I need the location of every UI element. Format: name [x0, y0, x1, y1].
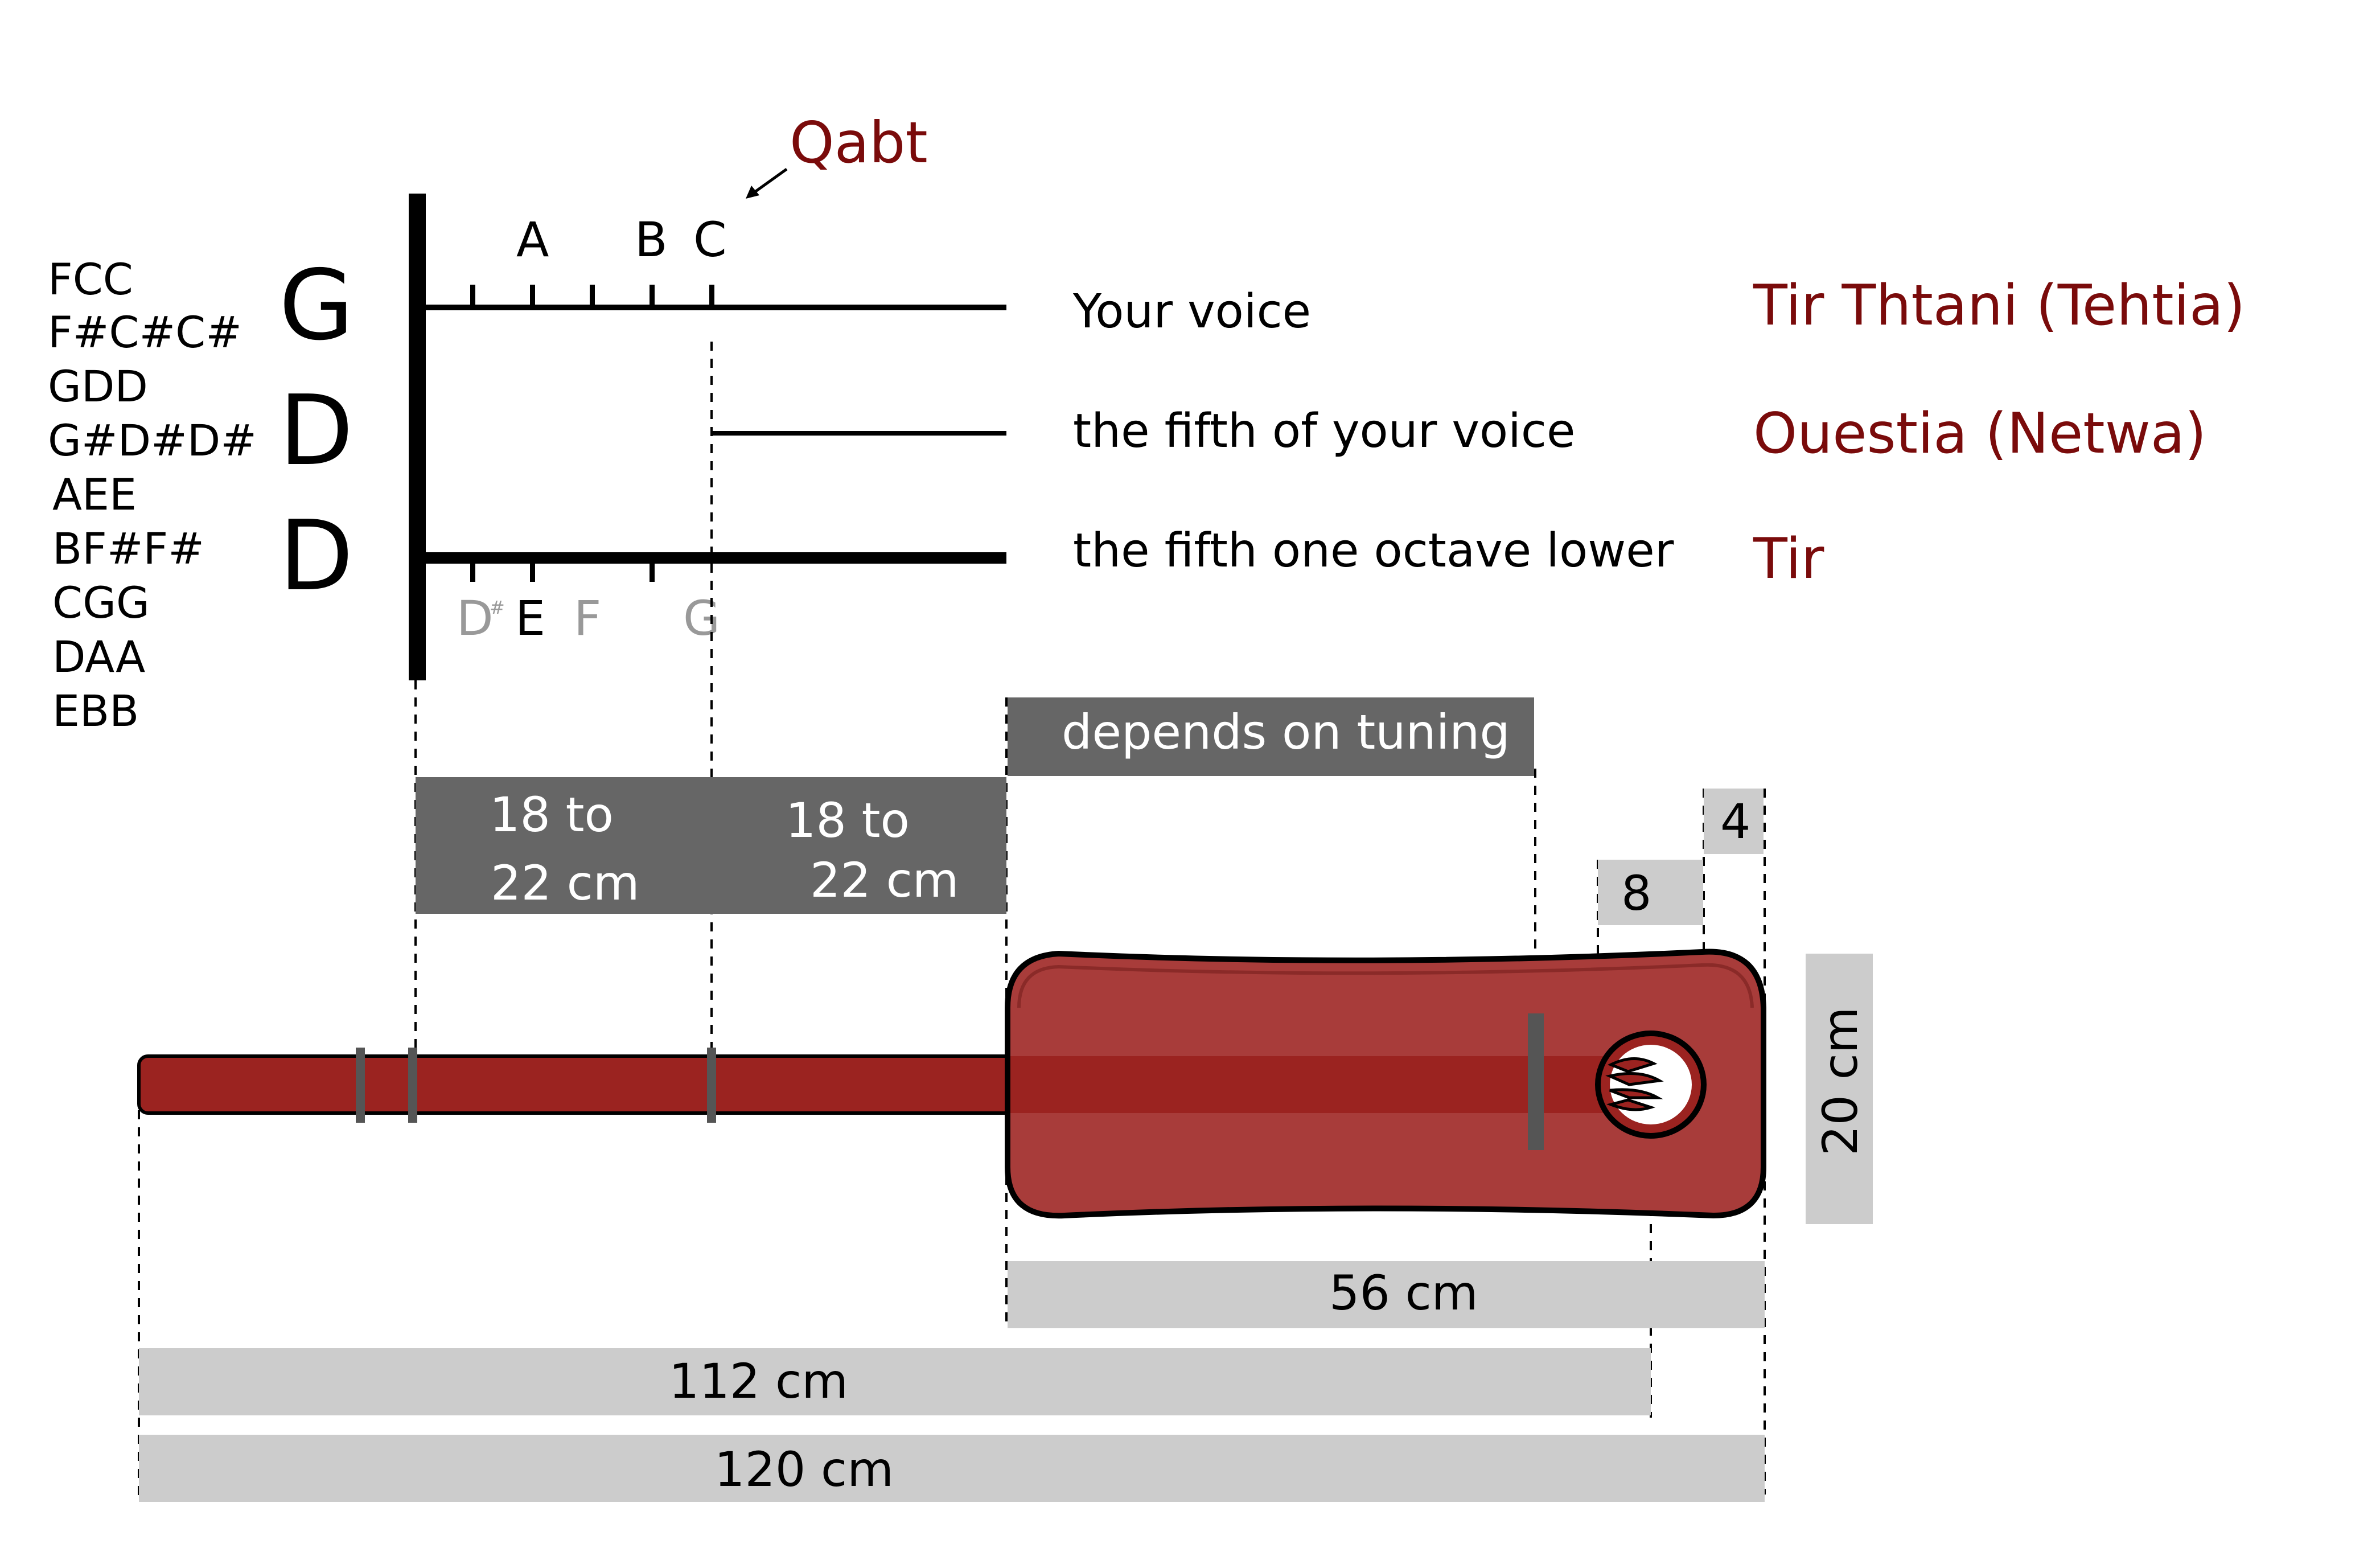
label-string-length: 112 cm	[669, 1353, 848, 1409]
label-first-segment-line1: 18 to	[490, 787, 614, 843]
dimension-boxes: depends on tuning 18 to 22 cm 18 to 22 c…	[139, 697, 1873, 1502]
string-letter-g: G	[279, 249, 354, 362]
string-names: Tir Thtani (Tehtia) Ouestia (Netwa) Tir	[1753, 273, 2245, 592]
tuning-6: BF#F#	[52, 523, 204, 574]
neck-fret	[408, 1048, 417, 1123]
box-depends-on-tuning	[1008, 697, 1534, 776]
string-diagram: A B C D # E F G Qabt	[409, 109, 1006, 680]
string-descriptions: Your voice the fifth of your voice the f…	[1072, 285, 1674, 578]
box-small-top	[1704, 789, 1764, 854]
fret-tick	[530, 285, 535, 306]
fret-tick	[590, 285, 595, 306]
nut-bar	[409, 194, 426, 680]
box-string-length	[139, 1348, 1651, 1415]
tuning-5: AEE	[52, 469, 137, 520]
note-d-sharp: D	[457, 590, 494, 646]
instrument	[137, 949, 1766, 1219]
note-c: C	[693, 212, 727, 268]
description-fifth: the fifth of your voice	[1073, 404, 1575, 458]
box-first-segment	[416, 777, 712, 914]
note-sharp-sign: #	[490, 597, 505, 618]
string-name-tir-thtani: Tir Thtani (Tehtia)	[1753, 273, 2245, 338]
label-total-length: 120 cm	[714, 1442, 894, 1497]
tuning-8: DAA	[52, 631, 145, 682]
fret-tick	[709, 285, 714, 306]
string-middle	[712, 431, 1006, 436]
string-name-tir: Tir	[1753, 527, 1824, 592]
string-letter-d-lower: D	[279, 500, 353, 613]
string-name-ouestia: Ouestia (Netwa)	[1753, 401, 2206, 466]
box-small-mid	[1598, 860, 1703, 925]
box-total-length	[139, 1435, 1765, 1502]
fret-tick	[530, 563, 535, 582]
box-body-length	[1008, 1261, 1765, 1328]
string-letters: G D D	[279, 249, 354, 613]
tuning-list: FCC F#C#C# GDD G#D#D# AEE BF#F# CGG DAA …	[48, 254, 257, 736]
label-body-width: 20 cm	[1812, 1007, 1868, 1156]
tuning-7: CGG	[52, 577, 150, 628]
label-second-segment-line1: 18 to	[786, 793, 910, 848]
tuning-3: GDD	[48, 361, 148, 412]
string-letter-d-upper: D	[279, 375, 353, 487]
tuning-4: G#D#D#	[48, 415, 257, 466]
qabt-label: Qabt	[790, 109, 928, 176]
box-body-width	[1806, 954, 1873, 1224]
description-fifth-lower: the fifth one octave lower	[1073, 524, 1674, 578]
label-second-segment-line2: 22 cm	[810, 852, 959, 908]
note-a: A	[516, 212, 549, 268]
tuning-1: FCC	[48, 254, 133, 305]
label-small-top: 4	[1720, 794, 1750, 849]
guide-lines	[138, 342, 1766, 1503]
note-f: F	[574, 590, 601, 646]
label-depends-on-tuning: depends on tuning	[1062, 704, 1510, 760]
instrument-bridge	[1528, 1013, 1544, 1150]
neck-fret	[356, 1048, 365, 1123]
note-e: E	[515, 590, 545, 646]
string-top	[426, 305, 1006, 310]
description-voice: Your voice	[1072, 285, 1311, 339]
instrument-fingerboard	[1010, 1056, 1605, 1113]
label-small-mid: 8	[1621, 865, 1651, 921]
neck-fret	[707, 1048, 716, 1123]
fret-tick	[650, 285, 655, 306]
note-b: B	[635, 212, 668, 268]
string-bottom	[426, 552, 1006, 564]
sound-hole-rosette	[1605, 1057, 1664, 1111]
fret-tick	[470, 285, 475, 306]
fret-tick	[470, 563, 475, 582]
fret-tick	[650, 563, 655, 582]
tuning-2: F#C#C#	[48, 307, 242, 358]
label-first-segment-line2: 22 cm	[491, 855, 640, 911]
note-g: G	[683, 590, 720, 646]
label-body-length: 56 cm	[1329, 1265, 1478, 1321]
box-second-segment	[712, 777, 1006, 914]
instrument-neck	[137, 1054, 1029, 1115]
qabt-arrow	[746, 167, 788, 199]
tuning-9: EBB	[52, 685, 139, 736]
